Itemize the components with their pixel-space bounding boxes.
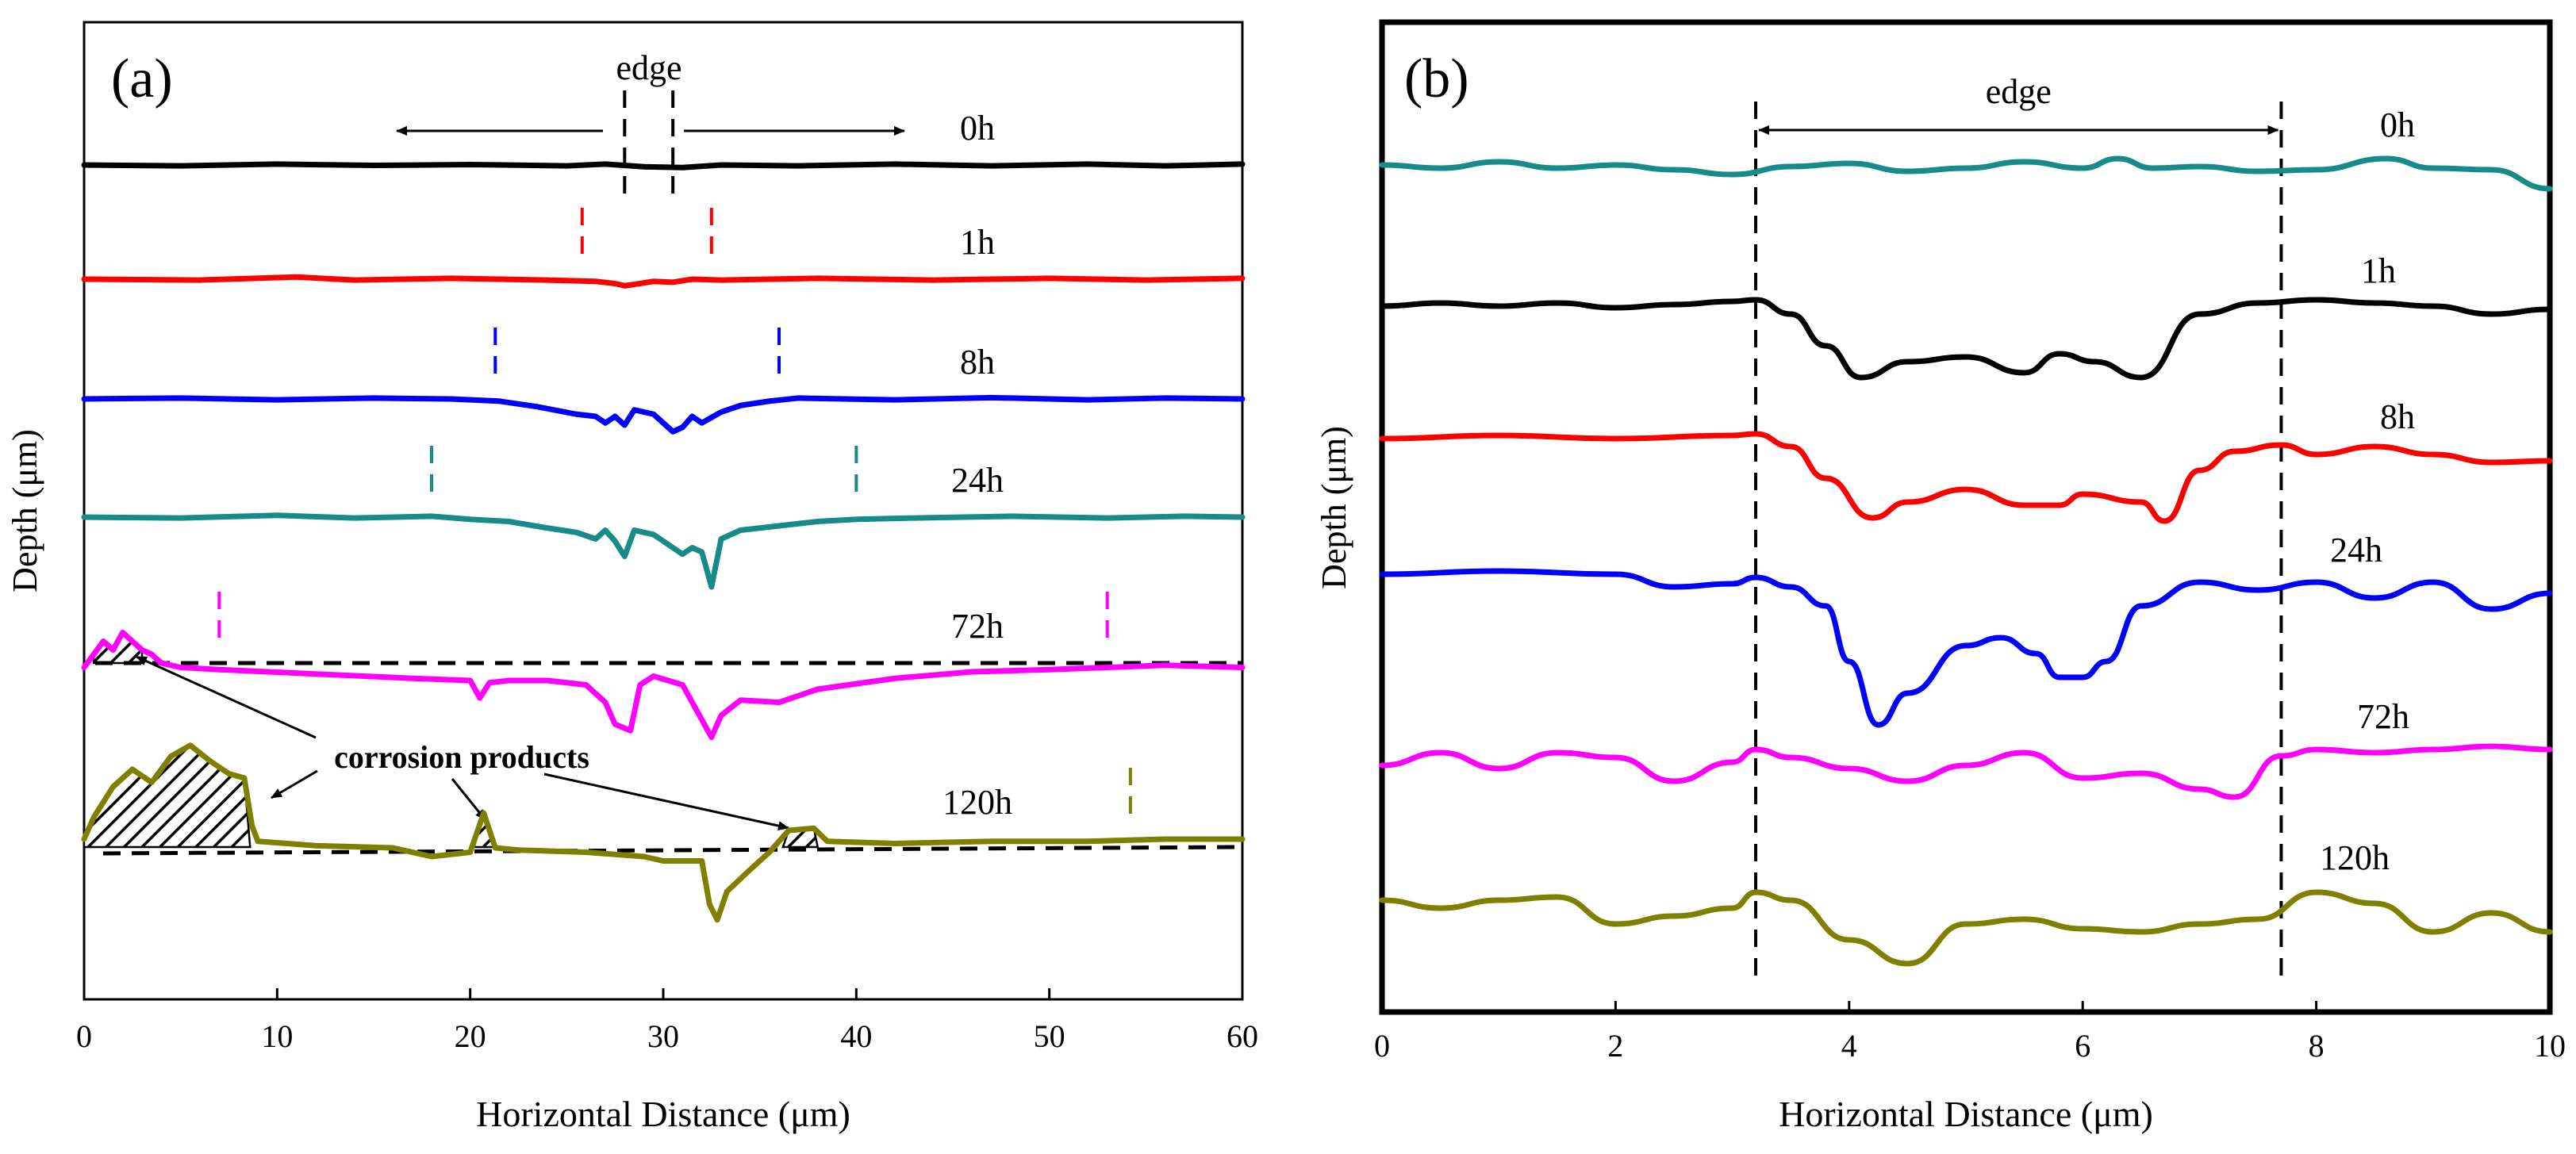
series-120h: 120h (1379, 838, 2553, 967)
panel-b-annotations: edge (1754, 72, 2283, 977)
x-tick-label: 10 (261, 1018, 293, 1054)
series-72h: 72h (1379, 697, 2553, 800)
annotation-arrow (271, 769, 318, 799)
series-label: 1h (960, 223, 995, 262)
annotation-arrow (451, 778, 487, 821)
series-0h: 0h (81, 90, 1246, 205)
panel-a-x-ticks: 0 10 20 30 40 50 60 (76, 988, 1258, 1054)
x-tick-label: 30 (647, 1018, 679, 1054)
profile-line (1379, 155, 2553, 192)
series-label: 24h (2330, 531, 2382, 569)
x-tick-label: 8 (2309, 1028, 2325, 1064)
series-8h: 8h (1379, 397, 2553, 524)
x-tick-label: 6 (2075, 1028, 2090, 1064)
series-24h: 24h (81, 446, 1246, 590)
series-1h: 1h (1379, 251, 2553, 381)
profile-line (1379, 297, 2553, 381)
profile-line (81, 512, 1246, 590)
profile-line (81, 274, 1246, 289)
profile-line (1379, 743, 2553, 800)
panel-b-frame (1379, 19, 2553, 1015)
series-label: 24h (951, 461, 1004, 500)
panel-b-x-ticks: 0 2 4 6 8 10 (1374, 1001, 2566, 1064)
series-0h: 0h (1379, 105, 2553, 192)
edge-label: edge (1986, 72, 2052, 111)
panel-b-series: 0h 1h 8h 24h 72h 120h (1379, 105, 2553, 967)
series-1h: 1h (81, 208, 1246, 289)
annotation-arrow (543, 773, 789, 831)
x-tick-label: 10 (2534, 1028, 2566, 1064)
x-tick-label: 20 (455, 1018, 486, 1054)
series-120h: 120h (81, 742, 1246, 923)
profile-line (1379, 431, 2553, 524)
series-label: 0h (960, 109, 995, 148)
x-tick-label: 2 (1607, 1028, 1623, 1064)
x-tick-label: 60 (1227, 1018, 1258, 1054)
panel-a: (a) Depth (μm) Horizontal Distance (μm) … (6, 21, 1258, 1134)
x-tick-label: 40 (840, 1018, 872, 1054)
series-label: 8h (2380, 397, 2415, 436)
panel-b: (b) Depth (μm) Horizontal Distance (μm) … (1315, 19, 2566, 1134)
panel-a-series: 0h 1h 8h 24h 72h 120h (81, 90, 1246, 923)
x-tick-label: 4 (1841, 1028, 1857, 1064)
panel-b-ylabel: Depth (μm) (1315, 426, 1353, 589)
x-tick-label: 50 (1034, 1018, 1065, 1054)
panel-a-ylabel: Depth (μm) (6, 429, 44, 592)
profile-line (81, 742, 1246, 923)
series-label: 0h (2380, 105, 2415, 144)
panel-b-label: (b) (1404, 48, 1469, 109)
series-72h: 72h (81, 592, 1246, 740)
edge-label: edge (616, 48, 681, 87)
panel-a-label: (a) (111, 48, 173, 109)
series-label: 120h (2320, 838, 2390, 877)
series-label: 8h (960, 343, 995, 381)
series-8h: 8h (81, 328, 1246, 435)
x-tick-label: 0 (76, 1018, 92, 1054)
series-label: 72h (2357, 697, 2409, 736)
profile-line (1379, 889, 2553, 967)
x-tick-label: 0 (1374, 1028, 1390, 1064)
profile-line (81, 394, 1246, 435)
series-label: 120h (942, 783, 1012, 822)
series-24h: 24h (1379, 531, 2553, 728)
series-label: 72h (951, 607, 1004, 646)
corrosion-products-label: corrosion products (334, 739, 589, 775)
panel-a-xlabel: Horizontal Distance (μm) (476, 1094, 850, 1134)
profile-line (81, 630, 1246, 740)
baseline-120h (102, 845, 1243, 856)
panel-b-xlabel: Horizontal Distance (μm) (1779, 1094, 2153, 1134)
series-label: 1h (2361, 251, 2396, 290)
profile-line (81, 161, 1246, 171)
annotation-arrow (136, 655, 317, 739)
profile-line (1379, 568, 2553, 728)
